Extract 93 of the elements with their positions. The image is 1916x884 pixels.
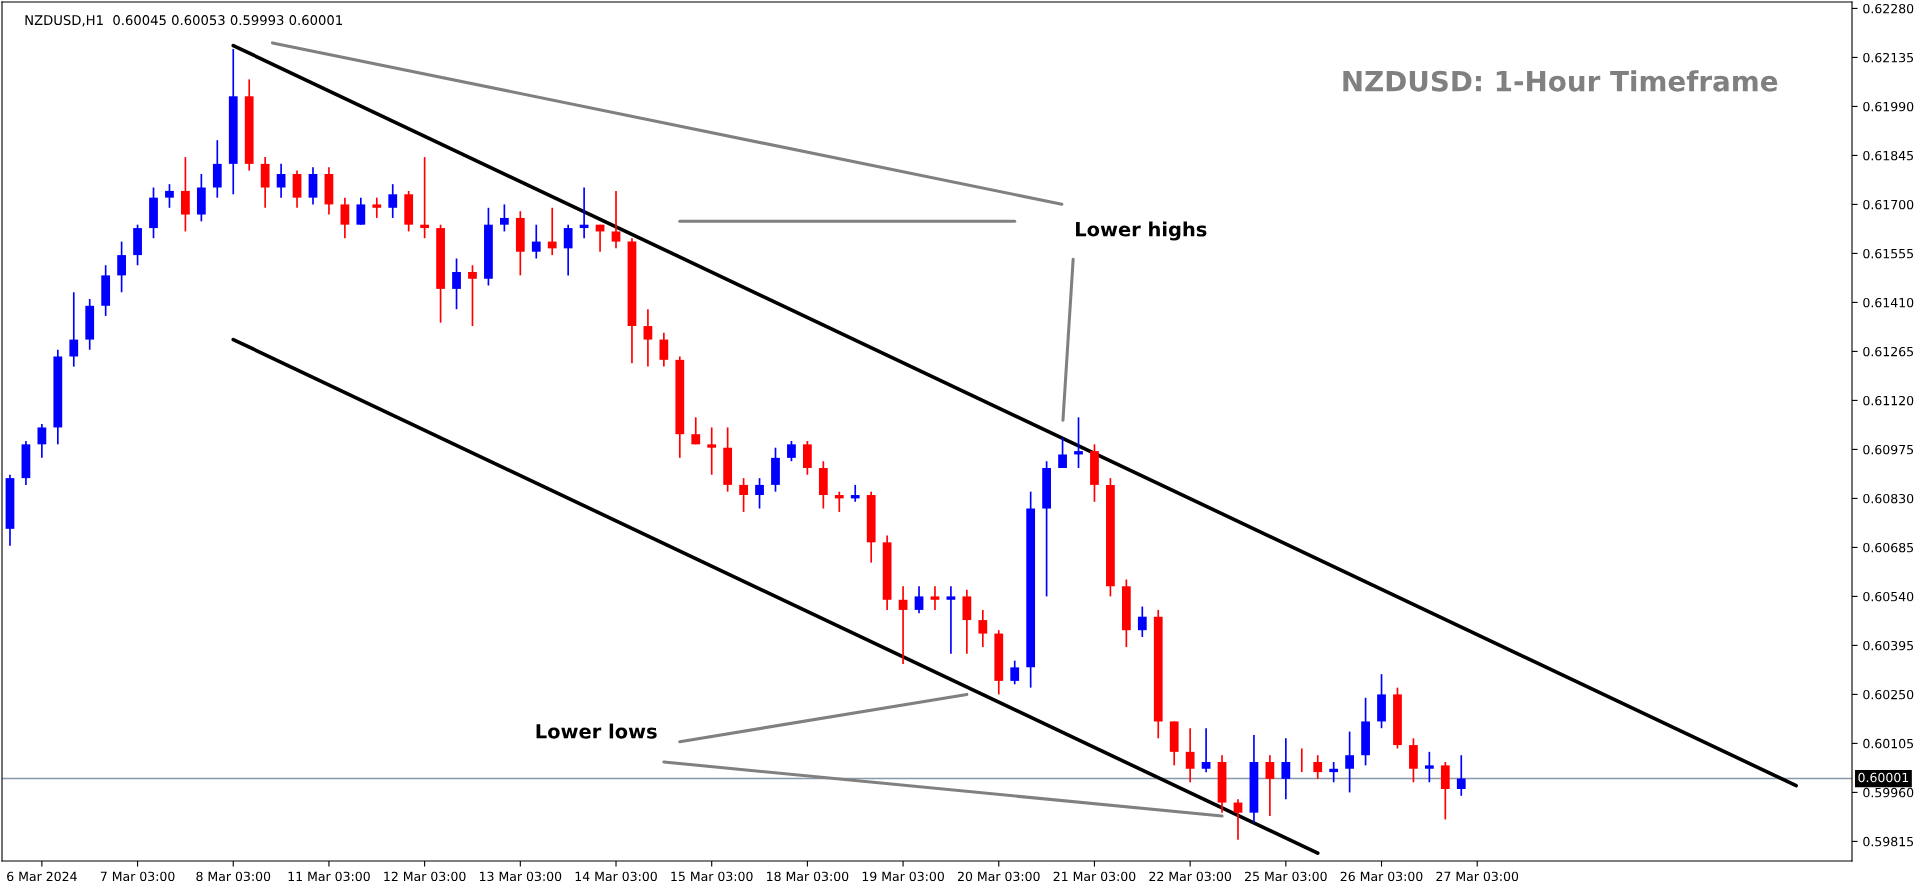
x-tick-label: 22 Mar 03:00	[1149, 871, 1232, 882]
y-tick-label: 0.62280	[1863, 3, 1914, 14]
x-tick-label: 25 Mar 03:00	[1245, 871, 1327, 882]
annotation: Lower lows	[536, 723, 657, 739]
candlestick	[499, 203, 509, 233]
candlestick	[531, 223, 541, 260]
x-tick-label: 27 Mar 03:00	[1436, 871, 1519, 882]
candlestick	[117, 240, 126, 294]
annotation: NZDUSD: 1-Hour Timeframe	[1343, 70, 1778, 92]
x-tick-label: 18 Mar 03:00	[767, 871, 849, 882]
candlestick	[468, 264, 477, 327]
candlestick	[165, 183, 174, 209]
candlestick	[1010, 659, 1020, 686]
y-tick-label: 0.61120	[1863, 395, 1914, 406]
text: NZDUSD,H1 0.60045 0.60053 0.59993 0.60001	[25, 15, 342, 27]
y-tick-label: 0.61410	[1863, 297, 1914, 308]
candlestick	[1329, 761, 1339, 784]
x-tick-label: 13 Mar 03:00	[479, 871, 562, 882]
candlestick	[1185, 727, 1195, 784]
candlestick	[850, 484, 860, 503]
candlestick	[563, 223, 573, 277]
candlestick	[1058, 436, 1067, 469]
y-tick-label: 0.59960	[1863, 787, 1914, 798]
candlestick	[739, 477, 748, 513]
x-tick-label: 7 Mar 03:00	[100, 871, 175, 882]
y-tick-label: 0.61555	[1863, 248, 1914, 259]
y-tick-label: 0.60975	[1863, 444, 1914, 455]
candlestick	[1409, 737, 1418, 784]
y-tick-label: 0.62135	[1863, 52, 1914, 63]
x-tick-label: 6 Mar 2024	[7, 871, 77, 882]
candlestick	[1313, 754, 1323, 780]
candlestick	[914, 585, 924, 615]
candlestick	[1233, 798, 1243, 841]
candlestick	[978, 609, 988, 648]
candlestick	[212, 139, 222, 199]
y-tick-label: 0.60540	[1863, 591, 1914, 602]
y-tick-label: 0.59815	[1863, 836, 1914, 847]
y-tick-label: 0.60105	[1863, 738, 1914, 749]
y-tick-label: 0.61990	[1863, 101, 1914, 112]
candlestick	[611, 190, 621, 250]
x-tick-label: 12 Mar 03:00	[384, 871, 466, 882]
candlestick	[803, 440, 812, 476]
candlestick	[755, 477, 764, 510]
x-tick-label: 11 Mar 03:00	[288, 871, 370, 882]
y-tick-label: 0.60830	[1863, 493, 1914, 504]
candlestick	[37, 423, 47, 459]
candlestick	[1456, 754, 1466, 797]
candlestick	[181, 156, 190, 233]
y-tick-label: 0.60250	[1863, 689, 1914, 700]
candlestick	[276, 163, 286, 199]
x-tick-label: 26 Mar 03:00	[1340, 871, 1423, 882]
x-tick-label: 15 Mar 03:00	[671, 871, 753, 882]
y-tick-label: 0.60685	[1863, 542, 1914, 553]
y-tick-label: 0.60395	[1863, 640, 1914, 651]
candlestick	[946, 585, 956, 655]
candlestick	[643, 308, 653, 368]
x-tick-label: 19 Mar 03:00	[862, 871, 944, 882]
candlestick	[388, 183, 398, 219]
candlestick	[69, 291, 79, 368]
y-tick-label: 0.61845	[1863, 150, 1914, 161]
candlestick	[1345, 730, 1355, 794]
candlestick	[1074, 416, 1083, 469]
candlestick	[707, 426, 717, 476]
candlestick	[356, 196, 366, 226]
x-tick-label: 14 Mar 03:00	[575, 871, 657, 882]
candlestick	[962, 588, 972, 655]
candlestick	[1424, 751, 1434, 784]
y-tick-label: 0.61700	[1863, 199, 1914, 210]
candlestick	[834, 490, 844, 513]
candlestick	[340, 196, 350, 240]
candlestick	[420, 156, 430, 240]
candlestick	[1265, 754, 1275, 817]
candlestick	[292, 169, 302, 209]
candlestick	[787, 440, 796, 463]
candlestick	[1281, 737, 1291, 800]
candlestick	[659, 331, 669, 368]
candlestick	[260, 156, 270, 209]
candlestick	[1201, 727, 1211, 773]
candlestick	[898, 585, 908, 665]
candlestick	[372, 196, 382, 219]
ref-line-label: 0.60001	[1858, 772, 1909, 783]
candlestick	[930, 585, 940, 611]
candlestick	[547, 206, 557, 256]
x-tick-label: 20 Mar 03:00	[957, 871, 1040, 882]
annotation: Lower highs	[1076, 221, 1207, 241]
x-tick-label: 21 Mar 03:00	[1053, 871, 1136, 882]
x-tick-label: 8 Mar 03:00	[196, 871, 271, 882]
y-tick-label: 0.61265	[1863, 346, 1914, 357]
candlestick	[1137, 605, 1147, 638]
candlestick	[1440, 761, 1450, 821]
candlestick	[308, 166, 318, 206]
candlestick	[691, 416, 701, 446]
candlestick	[452, 257, 461, 311]
